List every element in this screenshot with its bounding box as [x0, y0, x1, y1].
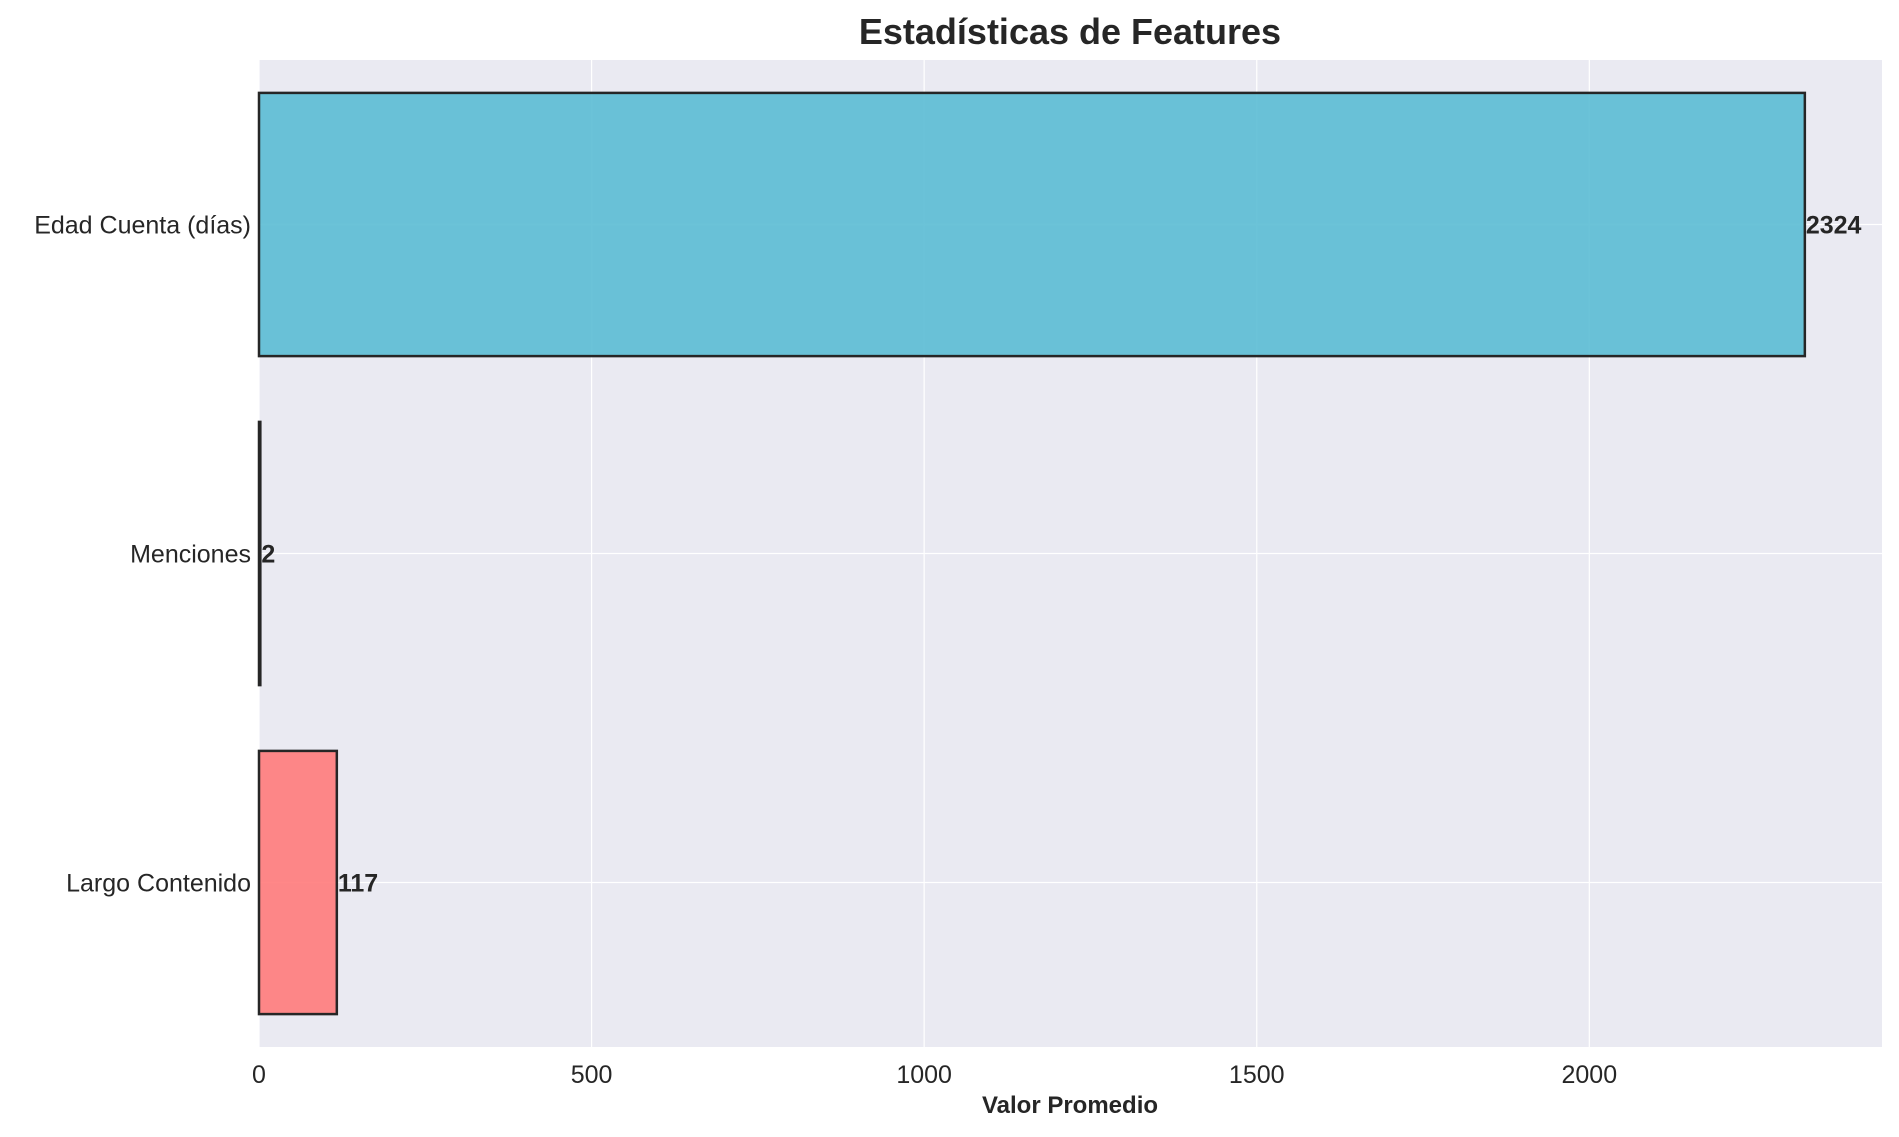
bar: [257, 420, 262, 687]
y-tick-label: Edad Cuenta (días): [34, 212, 251, 240]
bar-value-label: 2324: [1806, 212, 1862, 240]
y-axis-tick-labels: Edad Cuenta (días) Menciones Largo Conteni…: [34, 212, 251, 898]
y-tick-label: Menciones: [130, 541, 251, 569]
x-tick-label: 1500: [1229, 1061, 1285, 1089]
x-tick-label: 500: [571, 1061, 613, 1089]
y-tick-label: Largo Contenido: [66, 870, 251, 898]
chart-title: Estadísticas de Features: [859, 11, 1281, 52]
bar-value-label: 117: [338, 870, 378, 898]
x-axis-label: Valor Promedio: [982, 1092, 1158, 1119]
bar-data-labels: 2324 2 117: [261, 212, 1861, 898]
bar-value-label: 2: [261, 541, 275, 569]
bar: [257, 91, 1807, 358]
x-tick-label: 2000: [1562, 1061, 1618, 1089]
x-tick-label: 0: [252, 1061, 266, 1089]
x-axis-tick-labels: 0 500 1000 1500 2000: [252, 1061, 1617, 1089]
bar: [257, 749, 339, 1016]
bars: [257, 91, 1807, 1016]
x-tick-label: 1000: [896, 1061, 952, 1089]
